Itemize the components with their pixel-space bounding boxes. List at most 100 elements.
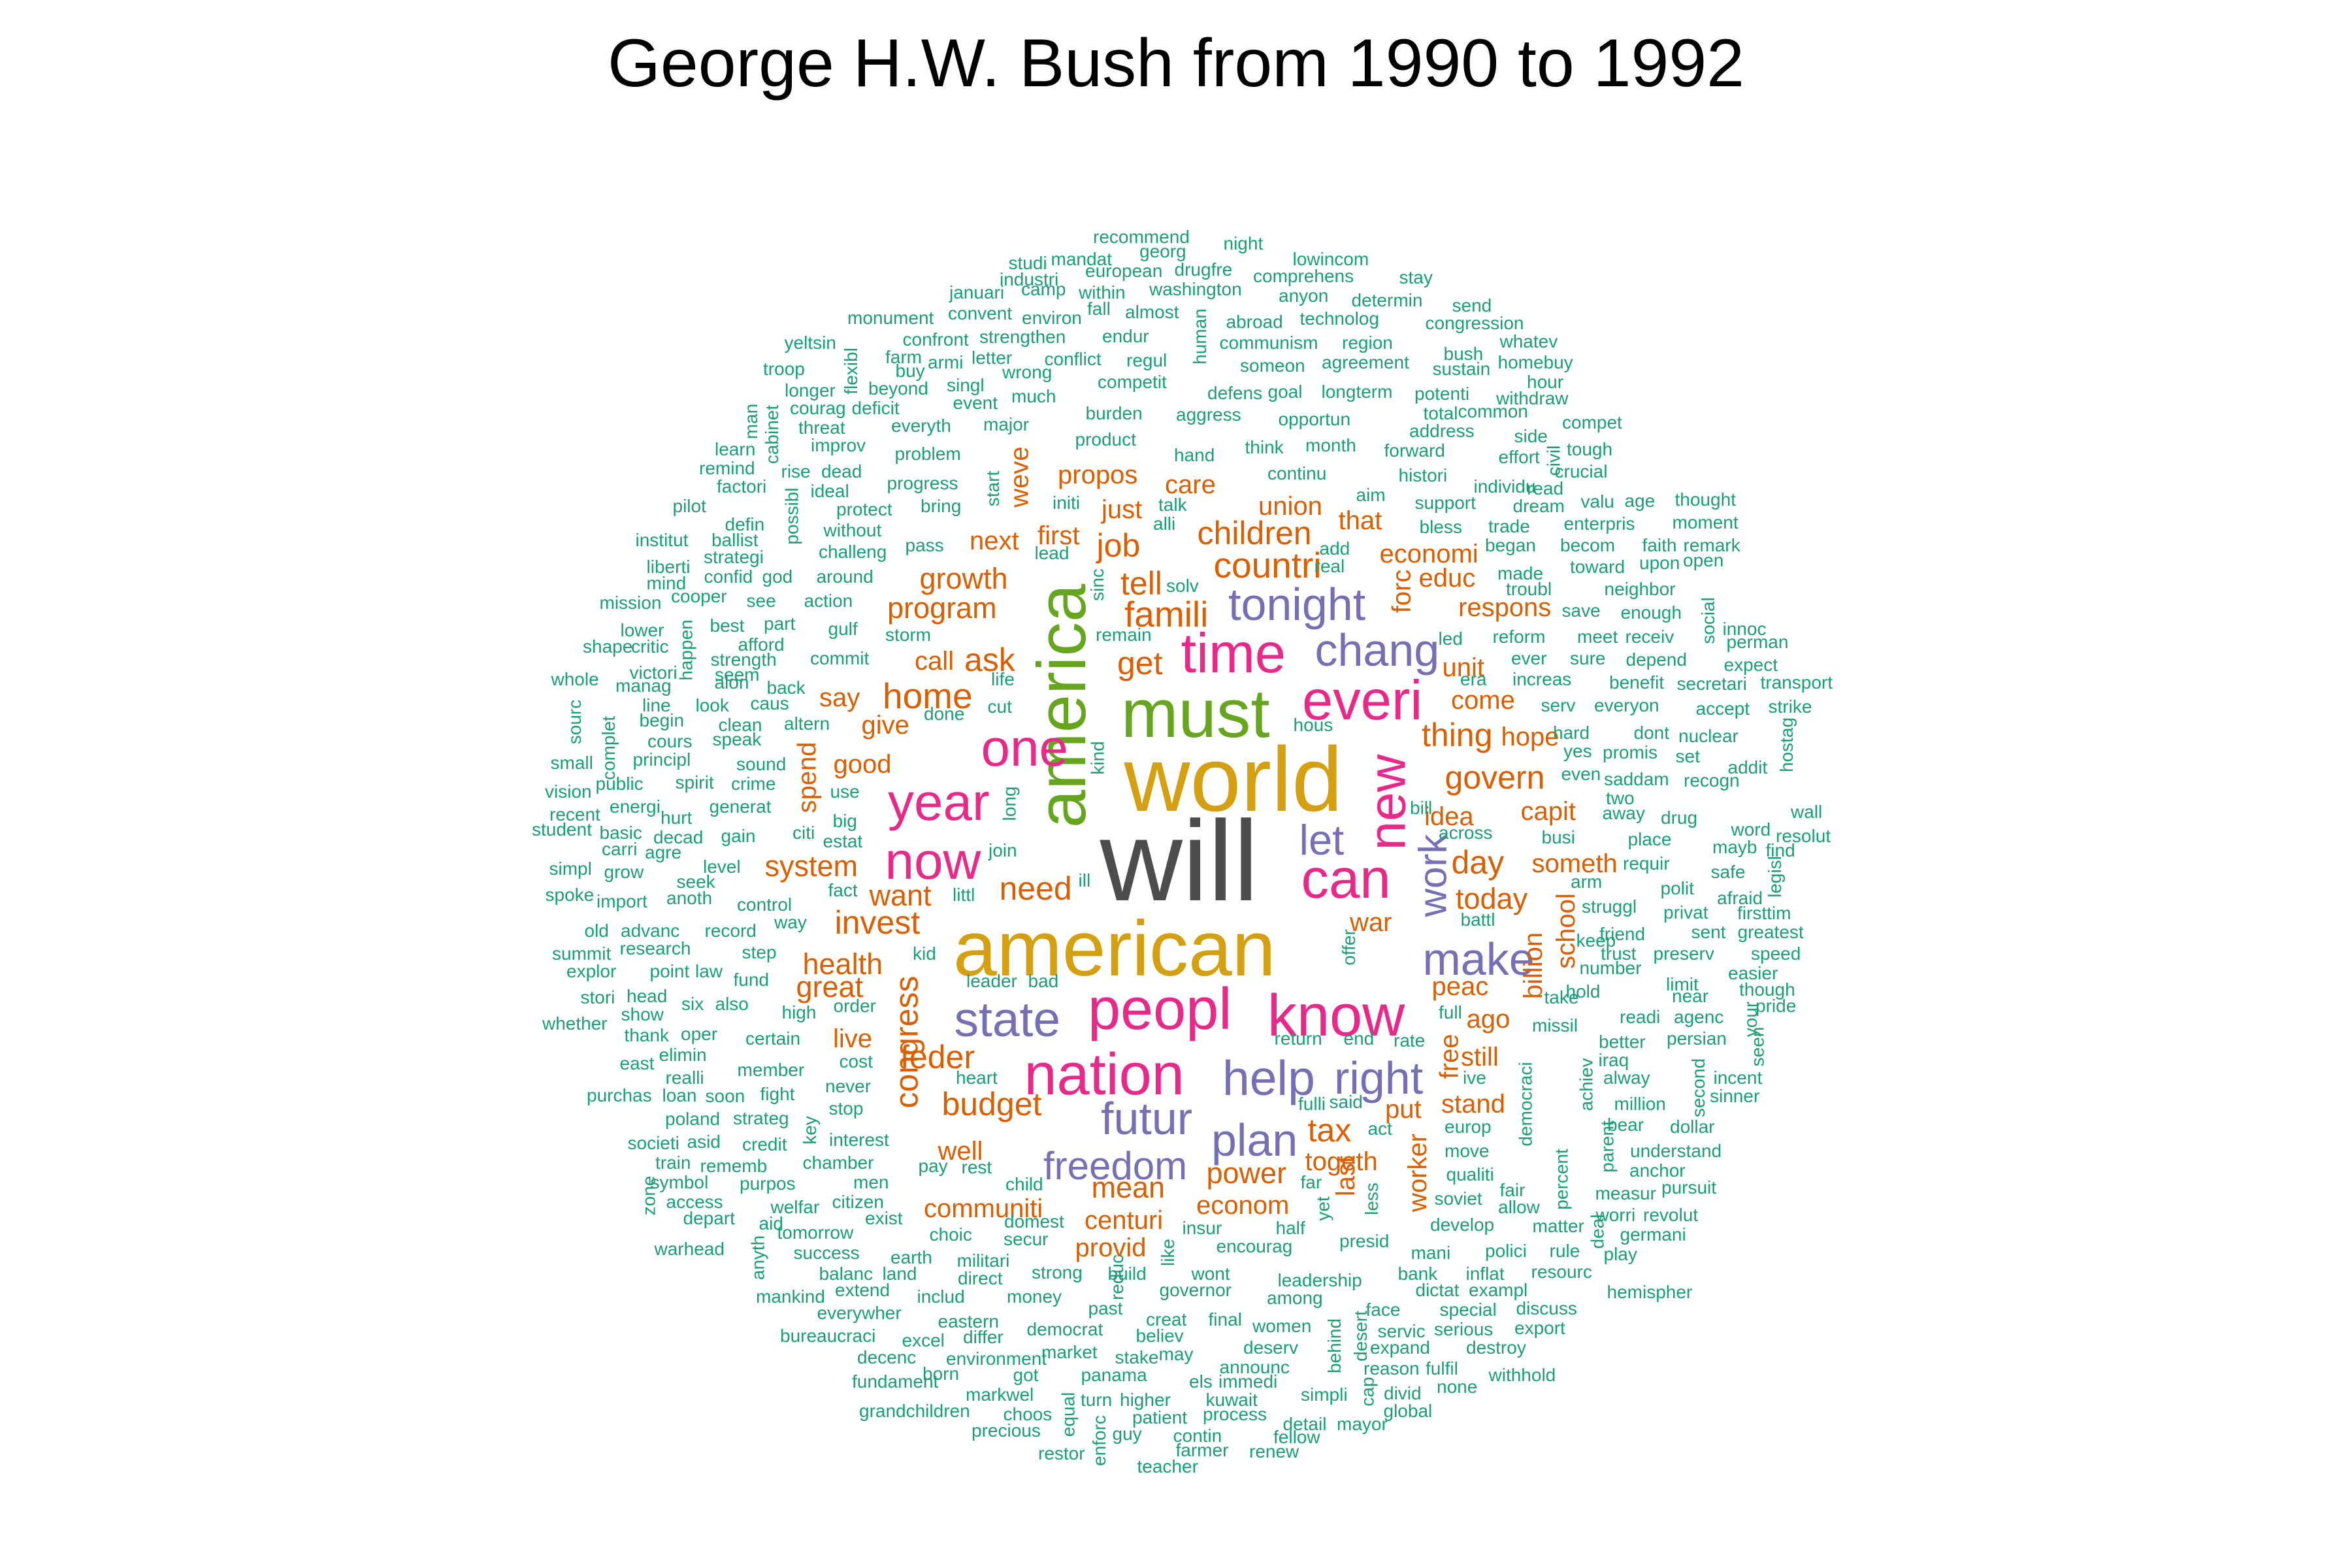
word-day: day xyxy=(1451,844,1505,881)
word-year: year xyxy=(888,773,990,831)
word-detail: detail xyxy=(1282,1414,1327,1434)
word-homebuy: homebuy xyxy=(1497,352,1573,372)
word-deficit: deficit xyxy=(851,398,900,418)
word-develop: develop xyxy=(1430,1215,1495,1235)
word-war: war xyxy=(1350,908,1392,937)
word-stop: stop xyxy=(828,1098,864,1119)
word-camp: camp xyxy=(1021,279,1066,299)
word-announc: announc xyxy=(1219,1357,1290,1377)
word-turn: turn xyxy=(1081,1390,1113,1410)
word-higher: higher xyxy=(1120,1390,1171,1410)
word-ballist: ballist xyxy=(711,530,759,550)
word-act: act xyxy=(1367,1119,1392,1139)
word-letter: letter xyxy=(972,348,1013,368)
word-pass: pass xyxy=(905,535,944,555)
word-alway: alway xyxy=(1603,1068,1650,1088)
word-encourag: encourag xyxy=(1216,1236,1293,1256)
word-import: import xyxy=(596,891,647,911)
word-resolut: resolut xyxy=(1776,826,1831,846)
word-led: led xyxy=(1438,629,1463,649)
word-happen: happen xyxy=(676,619,696,681)
word-exist: exist xyxy=(865,1208,903,1228)
word-fall: fall xyxy=(1087,299,1111,319)
word-access: access xyxy=(666,1192,723,1212)
word-soviet: soviet xyxy=(1434,1188,1482,1209)
word-preserv: preserv xyxy=(1653,943,1714,964)
word-competit: competit xyxy=(1098,372,1167,392)
word-bank: bank xyxy=(1397,1264,1438,1284)
word-explor: explor xyxy=(566,961,617,981)
word-missil: missil xyxy=(1532,1015,1578,1036)
word-much: much xyxy=(1011,386,1056,406)
word-democrat: democrat xyxy=(1026,1319,1103,1339)
word-welfar: welfar xyxy=(770,1197,820,1217)
word-famili: famili xyxy=(1124,593,1209,634)
word-valu: valu xyxy=(1580,491,1614,512)
word-educ: educ xyxy=(1418,564,1476,593)
word-januari: januari xyxy=(949,282,1005,302)
word-burden: burden xyxy=(1085,403,1143,423)
word-total: total xyxy=(1423,403,1458,423)
word-home: home xyxy=(883,675,973,716)
word-began: began xyxy=(1485,535,1536,555)
word-wall: wall xyxy=(1791,802,1823,822)
word-train: train xyxy=(655,1152,691,1173)
word-event: event xyxy=(953,393,998,413)
word-feder: feder xyxy=(900,1039,975,1075)
word-panama: panama xyxy=(1081,1365,1147,1385)
word-unit: unit xyxy=(1442,653,1485,682)
word-cap: cap xyxy=(1357,1377,1378,1407)
word-solv: solv xyxy=(1166,576,1199,596)
word-receiv: receiv xyxy=(1625,627,1674,647)
word-respons: respons xyxy=(1458,593,1552,622)
word-rememb: rememb xyxy=(700,1156,768,1176)
word-read: read xyxy=(1527,478,1564,498)
word-insur: insur xyxy=(1182,1218,1222,1238)
word-bless: bless xyxy=(1419,517,1462,537)
word-great: great xyxy=(796,970,864,1004)
word-life: life xyxy=(991,669,1015,689)
word-support: support xyxy=(1414,493,1476,513)
word-today: today xyxy=(1456,881,1528,915)
word-peopl: peopl xyxy=(1088,977,1232,1042)
word-made: made xyxy=(1497,563,1544,583)
word-best: best xyxy=(710,615,745,636)
word-use: use xyxy=(830,781,860,802)
word-saddam: saddam xyxy=(1604,769,1669,789)
word-end: end xyxy=(1343,1028,1375,1049)
word-earth: earth xyxy=(890,1247,932,1267)
word-strike: strike xyxy=(1768,696,1812,717)
word-program: program xyxy=(887,591,997,625)
word-europ: europ xyxy=(1445,1117,1492,1137)
word-behind: behind xyxy=(1324,1318,1345,1374)
word-keep: keep xyxy=(1576,930,1616,951)
word-presid: presid xyxy=(1339,1231,1390,1251)
word-complet: complet xyxy=(598,715,619,781)
word-hand: hand xyxy=(1174,445,1215,465)
word-zone: zone xyxy=(638,1175,659,1216)
word-endur: endur xyxy=(1102,326,1149,346)
word-kind: kind xyxy=(1087,741,1108,775)
word-sinner: sinner xyxy=(1710,1086,1760,1106)
word-union: union xyxy=(1258,492,1322,521)
word-free: free xyxy=(1434,1034,1463,1079)
word-good: good xyxy=(833,750,892,779)
word-build: build xyxy=(1107,1264,1147,1284)
word-speak: speak xyxy=(712,729,762,749)
word-revolut: revolut xyxy=(1643,1205,1699,1225)
word-tax: tax xyxy=(1307,1112,1352,1149)
word-seem: seem xyxy=(715,664,760,685)
word-societi: societi xyxy=(627,1133,679,1153)
word-dream: dream xyxy=(1512,496,1565,516)
word-rest: rest xyxy=(961,1157,992,1177)
word-effort: effort xyxy=(1498,447,1540,467)
word-progress: progress xyxy=(887,473,958,493)
word-think: think xyxy=(1245,437,1284,457)
word-confront: confront xyxy=(902,329,969,350)
word-anyth: anyth xyxy=(747,1235,768,1281)
word-set: set xyxy=(1675,746,1700,766)
word-weve: weve xyxy=(1005,446,1034,508)
word-whole: whole xyxy=(551,669,599,689)
word-dead: dead xyxy=(821,461,862,482)
word-now: now xyxy=(885,832,981,890)
